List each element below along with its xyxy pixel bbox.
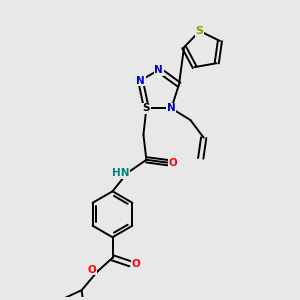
Text: O: O (132, 259, 140, 269)
Text: N: N (154, 65, 163, 75)
Text: O: O (169, 158, 177, 168)
Text: O: O (88, 265, 96, 275)
Text: N: N (167, 103, 176, 113)
Text: S: S (196, 26, 204, 36)
Text: N: N (136, 76, 145, 85)
Text: S: S (142, 103, 150, 113)
Text: HN: HN (112, 168, 130, 178)
